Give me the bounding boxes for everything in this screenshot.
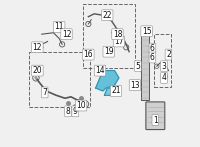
Circle shape xyxy=(34,76,37,79)
Circle shape xyxy=(84,103,87,106)
Text: 4: 4 xyxy=(162,73,167,82)
Polygon shape xyxy=(96,71,119,91)
Bar xyxy=(29,52,90,107)
Text: 21: 21 xyxy=(111,86,121,95)
Text: 22: 22 xyxy=(103,11,112,20)
Bar xyxy=(141,34,149,100)
Text: 19: 19 xyxy=(104,47,114,56)
Text: 6: 6 xyxy=(150,53,155,62)
Text: 13: 13 xyxy=(130,81,140,90)
Polygon shape xyxy=(104,88,113,95)
Text: 2: 2 xyxy=(166,50,171,59)
Text: 3: 3 xyxy=(162,62,167,71)
Text: 12: 12 xyxy=(33,43,42,52)
Text: 5: 5 xyxy=(135,62,140,71)
Text: 14: 14 xyxy=(95,66,105,75)
Text: 17: 17 xyxy=(114,37,124,46)
Text: 20: 20 xyxy=(33,66,42,75)
Bar xyxy=(83,4,135,68)
Text: 6: 6 xyxy=(150,44,155,53)
Bar xyxy=(154,34,171,87)
Text: 11: 11 xyxy=(54,22,64,31)
Text: 12: 12 xyxy=(62,30,71,39)
FancyBboxPatch shape xyxy=(146,102,165,130)
Text: 16: 16 xyxy=(84,50,93,59)
Text: 10: 10 xyxy=(76,101,86,110)
Text: 1: 1 xyxy=(153,116,158,125)
Text: 8: 8 xyxy=(66,107,70,116)
Text: 9: 9 xyxy=(73,107,78,116)
Text: 18: 18 xyxy=(113,30,122,39)
Text: 15: 15 xyxy=(142,27,151,36)
Text: 7: 7 xyxy=(42,88,47,97)
